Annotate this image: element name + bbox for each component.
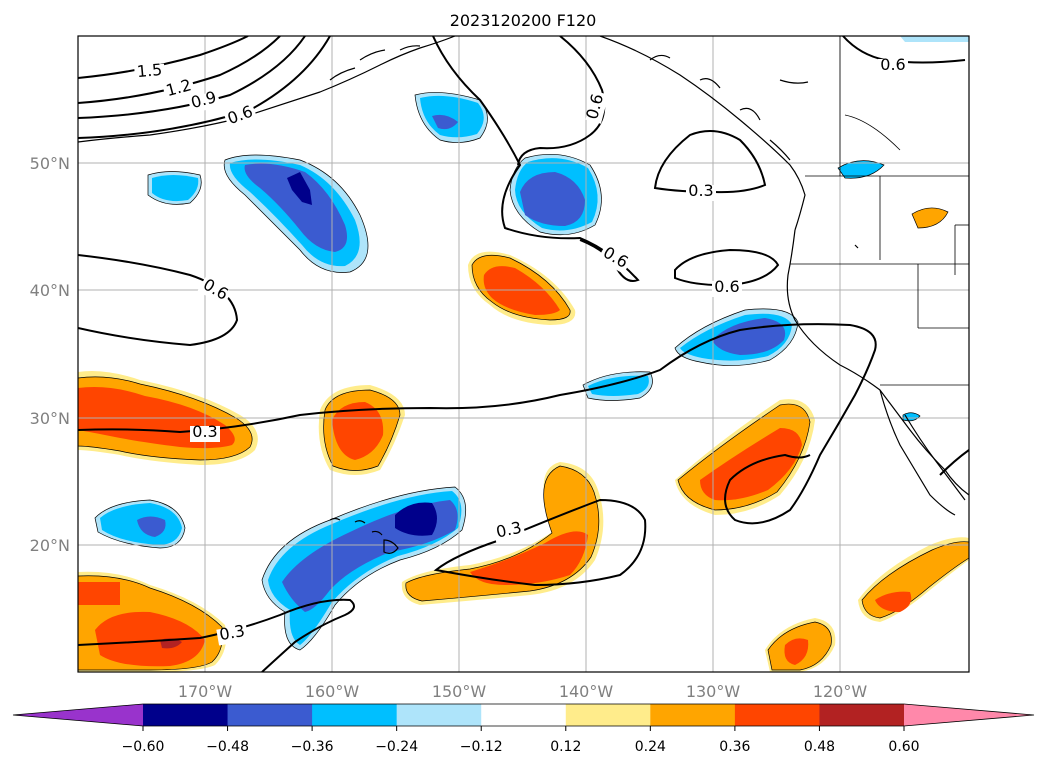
negative-anomaly-small-west bbox=[147, 171, 202, 205]
colorbar: −0.60 −0.48 −0.36 −0.24 −0.12 0.12 0.24 0.36 0.4… bbox=[12, 703, 1035, 755]
colorbar-tick-label: 0.60 bbox=[888, 739, 919, 755]
colorbar-segment bbox=[143, 704, 229, 726]
positive-anomaly-mexico-offshore bbox=[858, 537, 969, 622]
contour-label: 0.3 bbox=[494, 518, 523, 542]
colorbar-extend-high bbox=[904, 704, 1034, 726]
lon-label-120w: 120°W bbox=[813, 682, 868, 701]
colorbar-segment bbox=[734, 704, 820, 726]
negative-anomaly-california-offshore bbox=[674, 308, 799, 366]
colorbar-tick-label: 0.36 bbox=[719, 739, 750, 755]
colorbar-extend-low bbox=[13, 704, 143, 726]
lat-label-20n: 20°N bbox=[30, 536, 70, 555]
lon-label-130w: 130°W bbox=[686, 682, 741, 701]
lon-label-150w: 150°W bbox=[432, 682, 487, 701]
contour-label: 0.6 bbox=[880, 55, 905, 74]
colorbar-segment bbox=[819, 704, 905, 726]
negative-anomaly-north-central bbox=[414, 92, 488, 143]
borders bbox=[790, 36, 969, 386]
contour-label: 0.3 bbox=[218, 621, 246, 644]
positive-anomaly-southwest bbox=[78, 571, 227, 672]
contour-label: 0.6 bbox=[714, 277, 739, 296]
colorbar-tick-label: 0.24 bbox=[635, 739, 666, 755]
negative-anomaly-west-hawaii bbox=[94, 499, 186, 549]
negative-anomaly-hawaii bbox=[261, 486, 467, 651]
contour-label: 0.3 bbox=[688, 181, 713, 200]
lon-label-140w: 140°W bbox=[559, 682, 614, 701]
lon-label-170w: 170°W bbox=[178, 682, 233, 701]
colorbar-tick-label: 0.48 bbox=[804, 739, 835, 755]
colorbar-tick-label: −0.12 bbox=[460, 739, 503, 755]
lat-label-50n: 50°N bbox=[30, 154, 70, 173]
contour-label: 0.3 bbox=[192, 422, 217, 441]
lon-label-160w: 160°W bbox=[305, 682, 360, 701]
positive-anomaly-subtropical-east bbox=[675, 399, 815, 515]
lat-label-40n: 40°N bbox=[30, 281, 70, 300]
map-frame bbox=[77, 35, 970, 673]
map-panel: 1.5 1.2 0.9 0.6 0.6 0.6 0.6 0.3 0.6 0.6 … bbox=[78, 36, 969, 672]
colorbar-segment bbox=[565, 704, 651, 726]
colorbar-segment bbox=[312, 704, 398, 726]
positive-anomaly-south-east bbox=[765, 618, 836, 672]
colorbar-tick-label: −0.24 bbox=[375, 739, 418, 755]
negative-anomaly-pacific-northwest bbox=[837, 160, 885, 179]
longitude-labels: 170°W 160°W 150°W 140°W 130°W 120°W bbox=[178, 682, 868, 701]
positive-anomaly-interior bbox=[911, 207, 949, 229]
negative-anomaly-gulf-of-alaska bbox=[509, 153, 602, 236]
colorbar-segment bbox=[396, 704, 482, 726]
negative-anomaly-canada-edge bbox=[900, 36, 969, 42]
contour-label: 1.5 bbox=[136, 60, 163, 81]
positive-anomaly-northeast-pacific bbox=[468, 251, 576, 325]
colorbar-segment bbox=[481, 704, 567, 726]
coastlines bbox=[78, 36, 969, 554]
latitude-labels: 50°N 40°N 30°N 20°N bbox=[30, 154, 70, 555]
colorbar-tick-label: −0.60 bbox=[122, 739, 165, 755]
map-title: 2023120200 F120 bbox=[450, 11, 597, 30]
colorbar-tick-label: −0.36 bbox=[291, 739, 334, 755]
lat-label-30n: 30°N bbox=[30, 409, 70, 428]
colorbar-tick-label: −0.48 bbox=[206, 739, 249, 755]
colorbar-tick-label: 0.12 bbox=[550, 739, 581, 755]
colorbar-segment bbox=[650, 704, 736, 726]
colorbar-segment bbox=[227, 704, 313, 726]
